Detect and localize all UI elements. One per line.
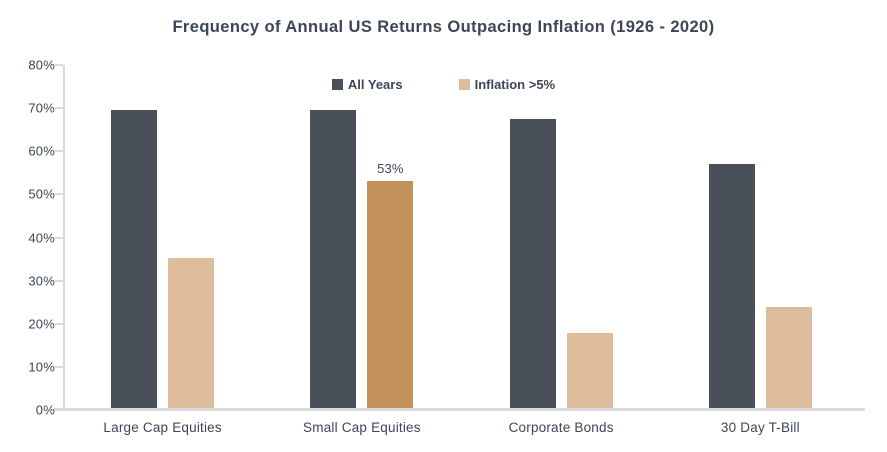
y-tick-label: 80% — [28, 57, 55, 73]
plot-area: 53% — [63, 65, 860, 408]
x-category-label-large-cap-equities: Large Cap Equities — [103, 420, 222, 435]
bar-all-years-corporate-bonds — [509, 118, 556, 408]
bar-all-years-large-cap-equities — [111, 110, 158, 408]
y-tick-label: 50% — [28, 186, 55, 202]
bar-group-30-day-t-bill — [661, 65, 860, 408]
legend: All Years Inflation >5% — [0, 77, 887, 92]
bar-inflation-5-corporate-bonds — [566, 332, 613, 408]
y-tick-label: 60% — [28, 143, 55, 159]
bar-group-small-cap-equities: 53% — [262, 65, 461, 408]
y-tick-mark — [55, 107, 63, 110]
x-axis-line — [54, 408, 865, 411]
y-tick-mark — [55, 150, 63, 153]
y-axis-line — [63, 65, 65, 410]
x-category-label-small-cap-equities: Small Cap Equities — [303, 420, 421, 435]
x-category-label-corporate-bonds: Corporate Bonds — [508, 420, 614, 435]
legend-item-inflation-5: Inflation >5% — [458, 77, 556, 92]
legend-swatch-icon — [458, 79, 470, 90]
bar-inflation-5-small-cap-equities: 53% — [367, 161, 414, 408]
bar-inflation-5-large-cap-equities — [168, 257, 215, 408]
y-tick-label: 20% — [28, 316, 55, 332]
y-tick-label: 0% — [35, 402, 55, 418]
chart-title: Frequency of Annual US Returns Outpacing… — [172, 18, 715, 36]
y-tick-mark — [55, 365, 63, 368]
y-tick-label: 70% — [28, 100, 55, 116]
y-tick-label: 10% — [28, 359, 55, 375]
y-tick-mark — [55, 279, 63, 282]
y-tick-mark — [55, 236, 63, 239]
bar-all-years-small-cap-equities — [310, 110, 357, 408]
y-tick-mark — [55, 322, 63, 325]
bar-data-label: 53% — [377, 160, 404, 176]
x-axis-labels: Large Cap Equities Small Cap Equities Corp… — [63, 420, 860, 435]
legend-label: All Years — [347, 77, 403, 92]
bar-group-large-cap-equities — [63, 65, 262, 408]
y-tick-mark — [55, 64, 63, 66]
x-category-label-30-day-t-bill: 30 Day T-Bill — [720, 420, 800, 435]
legend-item-all-years: All Years — [331, 77, 403, 92]
y-tick-mark — [55, 409, 63, 411]
bar-all-years-30-day-t-bill — [708, 163, 755, 408]
bar-group-corporate-bonds — [462, 65, 661, 408]
y-tick-label: 30% — [28, 273, 55, 289]
y-tick-mark — [55, 193, 63, 196]
y-tick-label: 40% — [28, 230, 55, 245]
bar-inflation-5-30-day-t-bill — [765, 307, 812, 408]
legend-swatch-icon — [331, 79, 343, 90]
legend-label: Inflation >5% — [474, 77, 556, 92]
